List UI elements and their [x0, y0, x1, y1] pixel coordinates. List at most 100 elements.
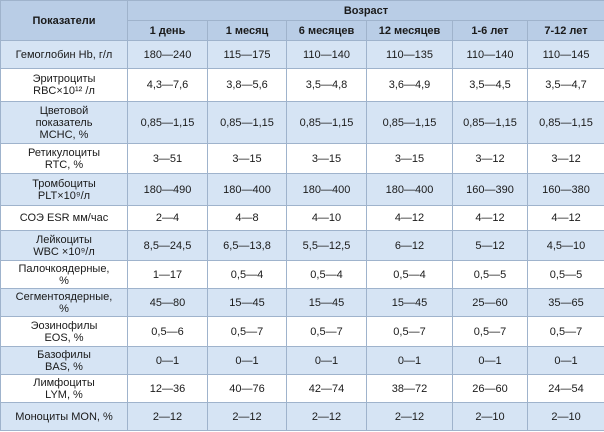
range-cell: 115—175 — [207, 40, 287, 69]
table-row: Базофилы BAS, % 0—1 0—1 0—1 0—1 0—1 0—1 — [0, 346, 604, 375]
range-cell: 0,85—1,15 — [526, 101, 604, 144]
row-label-line: Лимфоциты — [33, 376, 95, 389]
row-label: Лейкоциты WBC ×10⁹/л — [0, 230, 128, 261]
range-cell: 0—1 — [207, 346, 287, 375]
table-row: Палочкоядерные,% 1—17 0,5—4 0,5—4 0,5—4 0,5—5… — [0, 260, 604, 289]
range-cell: 3—51 — [127, 143, 208, 174]
table-row: Лейкоциты WBC ×10⁹/л 8,5—24,5 6,5—13,8 5,5—1… — [0, 230, 604, 261]
row-label: Эритроциты RBC×10¹² /л — [0, 68, 128, 102]
range-cell: 180—490 — [127, 173, 208, 206]
range-cell: 0,5—4 — [207, 260, 287, 289]
range-cell: 2—12 — [127, 402, 208, 431]
row-label-line: Моноциты MON, % — [15, 410, 113, 423]
table-row: Тромбоциты PLT×10⁹/л 180—490 180—400 180—400… — [0, 173, 604, 206]
range-cell: 2—12 — [286, 402, 367, 431]
range-cell: 0,5—5 — [526, 260, 604, 289]
table-row: Гемоглобин Hb, г/л 180—240 115—175 110—140 1… — [0, 40, 604, 69]
row-label-line: Эритроциты — [32, 73, 96, 85]
range-cell: 0,5—4 — [286, 260, 367, 289]
age-column-header: 7-12 лет — [526, 20, 604, 41]
row-label: Эозинофилы EOS, % — [0, 316, 128, 347]
range-cell: 26—60 — [452, 374, 528, 403]
range-cell: 4—10 — [286, 205, 367, 231]
row-label: Палочкоядерные,% — [0, 260, 128, 289]
row-label-line: Гемоглобин Hb, г/л — [15, 48, 113, 61]
row-label-line: RTC, % — [44, 158, 84, 171]
age-column-header: 1 месяц — [207, 20, 287, 41]
range-cell: 0,85—1,15 — [207, 101, 287, 144]
range-cell: 5—12 — [452, 230, 528, 261]
range-cell: 0—1 — [452, 346, 528, 375]
row-label-line: Цветовой — [39, 104, 89, 117]
range-cell: 8,5—24,5 — [127, 230, 208, 261]
table-body: Гемоглобин Hb, г/л 180—240 115—175 110—140 1… — [0, 40, 604, 431]
row-label-line: WBC ×10⁹/л — [33, 245, 95, 258]
range-cell: 1—17 — [127, 260, 208, 289]
range-cell: 0—1 — [526, 346, 604, 375]
range-cell: 0,85—1,15 — [452, 101, 528, 144]
header-row: Показатели Возраст — [0, 0, 604, 41]
row-label-line: BAS, % — [45, 360, 83, 373]
range-cell: 6,5—13,8 — [207, 230, 287, 261]
indicator-header: Показатели — [0, 0, 128, 41]
range-cell: 3—15 — [207, 143, 287, 174]
table-row: Эритроциты RBC×10¹² /л 4,3—7,6 3,8—5,6 3,5—4… — [0, 68, 604, 102]
range-cell: 15—45 — [207, 288, 287, 317]
row-label: Гемоглобин Hb, г/л — [0, 40, 128, 69]
range-cell: 45—80 — [127, 288, 208, 317]
range-cell: 3—12 — [526, 143, 604, 174]
range-cell: 160—390 — [452, 173, 528, 206]
range-cell: 5,5—12,5 — [286, 230, 367, 261]
range-cell: 110—145 — [526, 40, 604, 69]
row-label-line: LYM, % — [45, 388, 83, 401]
row-label-line: СОЭ ESR мм/час — [19, 212, 109, 224]
row-label: Цветовой показатель MCHC, % — [0, 101, 128, 144]
range-cell: 4,3—7,6 — [127, 68, 208, 102]
range-cell: 25—60 — [452, 288, 528, 317]
row-label-line: Ретикулоциты — [27, 146, 101, 159]
age-columns-row: 1 день 1 месяц 6 месяцев 12 месяцев 1-6 лет 7… — [1, 20, 604, 41]
range-cell: 0,85—1,15 — [366, 101, 453, 144]
range-cell: 0,5—7 — [366, 316, 453, 347]
row-label-line: Базофилы — [37, 348, 91, 361]
range-cell: 4—12 — [526, 205, 604, 231]
range-cell: 3,5—4,7 — [526, 68, 604, 102]
row-label: СОЭ ESR мм/час — [0, 205, 128, 231]
range-cell: 3—15 — [366, 143, 453, 174]
row-label: Моноциты MON, % — [0, 402, 128, 431]
range-cell: 3,5—4,8 — [286, 68, 367, 102]
row-label: Сегментоядерные,% — [0, 288, 128, 317]
table-row: Цветовой показатель MCHC, % 0,85—1,15 0,85—1… — [0, 101, 604, 144]
table-row: Сегментоядерные,% 45—80 15—45 15—45 15—45 25—… — [0, 288, 604, 317]
range-cell: 3,5—4,5 — [452, 68, 528, 102]
row-label-line: EOS, % — [44, 331, 84, 344]
range-cell: 3—15 — [286, 143, 367, 174]
row-label-line: Палочкоядерные, — [18, 262, 110, 275]
row-label-line: % — [59, 274, 69, 287]
range-cell: 0,5—4 — [366, 260, 453, 289]
range-cell: 3,6—4,9 — [366, 68, 453, 102]
range-cell: 2—4 — [127, 205, 208, 231]
range-cell: 3—12 — [452, 143, 528, 174]
range-cell: 0—1 — [127, 346, 208, 375]
range-cell: 2—10 — [526, 402, 604, 431]
range-cell: 0,5—7 — [452, 316, 528, 347]
range-cell: 110—140 — [452, 40, 528, 69]
age-column-header: 12 месяцев — [366, 20, 453, 41]
range-cell: 15—45 — [286, 288, 367, 317]
row-label: Тромбоциты PLT×10⁹/л — [0, 173, 128, 206]
range-cell: 24—54 — [526, 374, 604, 403]
age-header: Возраст — [126, 0, 604, 21]
range-cell: 6—12 — [366, 230, 453, 261]
table-row: Ретикулоциты RTC, % 3—51 3—15 3—15 3—15 3—12 3—… — [0, 143, 604, 174]
range-cell: 3,8—5,6 — [207, 68, 287, 102]
table-row: Эозинофилы EOS, % 0,5—6 0,5—7 0,5—7 0,5—7 0,5—… — [0, 316, 604, 347]
range-cell: 4—12 — [366, 205, 453, 231]
row-label: Базофилы BAS, % — [0, 346, 128, 375]
row-label-line: RBC×10¹² /л — [33, 85, 95, 97]
range-cell: 0,5—6 — [127, 316, 208, 347]
range-cell: 0—1 — [366, 346, 453, 375]
range-cell: 0,85—1,15 — [127, 101, 208, 144]
